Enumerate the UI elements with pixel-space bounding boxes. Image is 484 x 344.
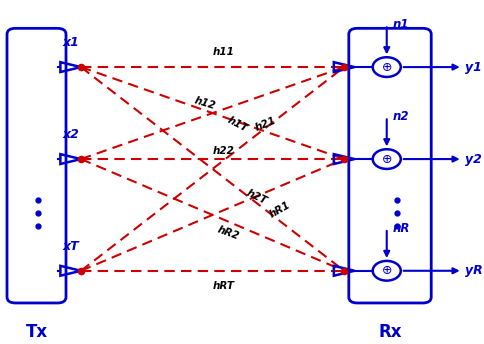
Text: x1: x1 bbox=[62, 36, 79, 49]
Text: h22: h22 bbox=[212, 146, 234, 156]
Text: yR: yR bbox=[464, 264, 482, 277]
Text: h21: h21 bbox=[254, 116, 277, 133]
FancyBboxPatch shape bbox=[348, 28, 430, 303]
Text: xT: xT bbox=[62, 240, 79, 253]
Text: hR2: hR2 bbox=[216, 224, 241, 241]
Text: h12: h12 bbox=[193, 95, 216, 111]
Text: n2: n2 bbox=[392, 110, 408, 123]
Text: y1: y1 bbox=[464, 61, 481, 74]
Text: nR: nR bbox=[392, 222, 409, 235]
Text: h1T: h1T bbox=[226, 115, 249, 134]
Text: $\oplus$: $\oplus$ bbox=[380, 61, 392, 74]
Text: Rx: Rx bbox=[378, 323, 401, 341]
Text: hR1: hR1 bbox=[267, 200, 292, 220]
Text: $\oplus$: $\oplus$ bbox=[380, 264, 392, 277]
Text: x2: x2 bbox=[62, 128, 79, 141]
Text: Tx: Tx bbox=[25, 323, 47, 341]
Text: h11: h11 bbox=[212, 47, 234, 57]
FancyBboxPatch shape bbox=[7, 28, 66, 303]
Text: h2T: h2T bbox=[244, 187, 268, 206]
Text: y2: y2 bbox=[464, 153, 481, 165]
Text: hRT: hRT bbox=[212, 281, 234, 291]
Text: $\oplus$: $\oplus$ bbox=[380, 153, 392, 165]
Text: n1: n1 bbox=[392, 18, 408, 31]
